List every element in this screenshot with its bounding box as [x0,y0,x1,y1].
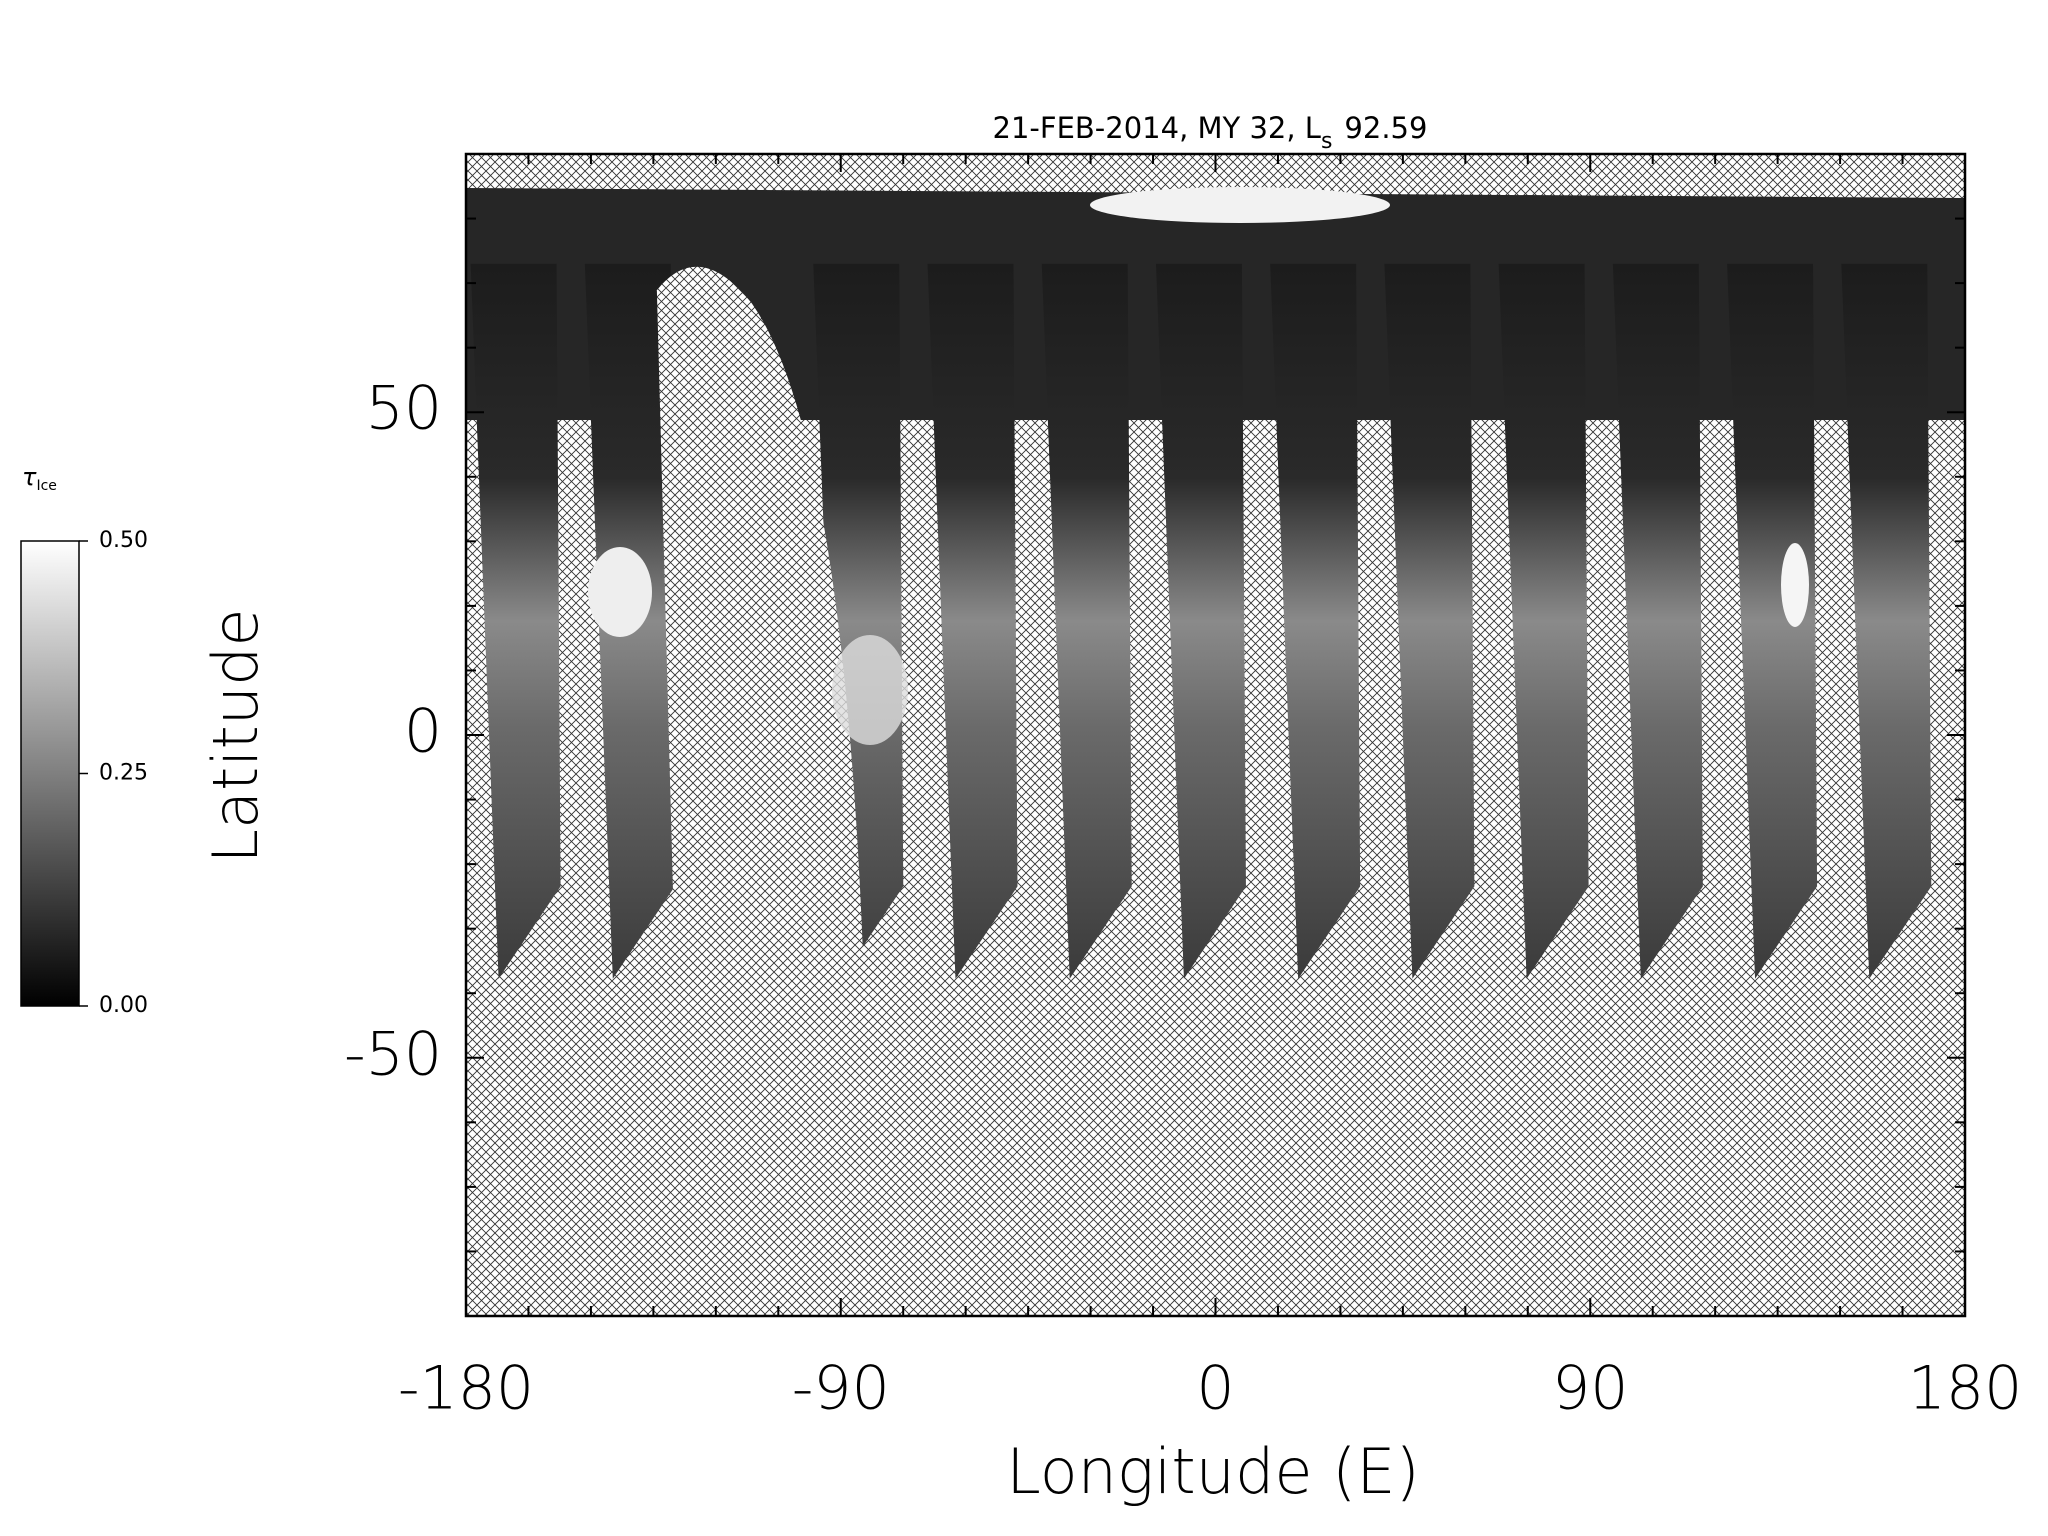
cloud [1781,543,1809,627]
x-tick-label: 0 [1196,1354,1234,1424]
swath [927,263,1018,979]
swath [1612,263,1703,979]
y-tick-label: 0 [404,697,442,767]
title: 21-FEB-2014, MY 32, Ls 92.59 [993,111,1428,154]
colorbar-symbol: τ [22,463,37,491]
colorbar-tick-label: 0.00 [99,993,148,1018]
swath [1841,263,1932,979]
map-image [464,152,1967,1318]
swath [1384,263,1475,979]
cloud [588,547,652,637]
x-tick-label: 180 [1908,1354,2023,1424]
gap-hatch [656,266,864,979]
y-axis-label: Latitude [199,608,272,863]
title-text: 21-FEB-2014, MY 32, L [993,111,1321,145]
colorbar-label: τIce [22,463,57,494]
title-ls: 92.59 [1344,111,1427,145]
x-tick-label: -180 [398,1354,534,1424]
x-tick-label: 90 [1552,1354,1628,1424]
swath [1727,263,1818,979]
swath [1498,263,1589,979]
colorbar-tick-label: 0.50 [99,528,148,553]
colorbar [20,540,80,1007]
y-tick-label: -50 [344,1019,442,1089]
swath [1041,263,1132,979]
colorbar-tick-label: 0.25 [99,761,148,786]
swath [470,263,561,979]
y-tick-label: 50 [366,374,442,444]
swath [1155,263,1246,979]
swath [1270,263,1361,979]
x-tick-label: -90 [792,1354,890,1424]
x-axis-label: Longitude (E) [1006,1435,1419,1508]
polar-cap [1090,187,1390,223]
colorbar-sub: Ice [36,478,56,494]
title-sub: s [1321,129,1332,154]
cloud [832,635,908,745]
